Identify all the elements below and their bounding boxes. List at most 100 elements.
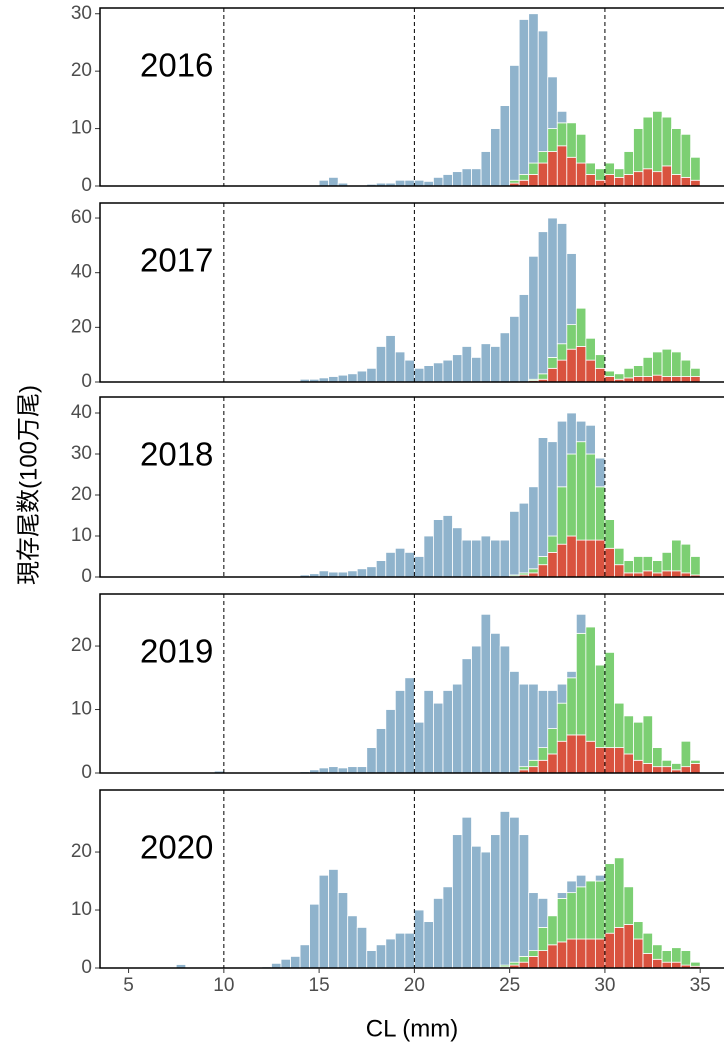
bar bbox=[423, 690, 434, 774]
bar bbox=[404, 932, 415, 969]
bar bbox=[547, 728, 558, 755]
bar bbox=[566, 938, 577, 969]
bar bbox=[509, 671, 520, 774]
bar bbox=[499, 105, 511, 187]
y-axis-label: 現存尾数(100万尾) bbox=[15, 385, 42, 585]
bar bbox=[385, 335, 396, 383]
y-tick-label: 20 bbox=[71, 841, 92, 862]
bar bbox=[594, 457, 606, 488]
bar bbox=[690, 376, 701, 383]
bar bbox=[633, 556, 644, 574]
bar bbox=[690, 556, 701, 576]
bar bbox=[556, 892, 568, 899]
bar bbox=[556, 145, 568, 187]
bar bbox=[633, 921, 644, 940]
bar bbox=[375, 560, 387, 578]
bar bbox=[556, 740, 568, 774]
bar bbox=[575, 441, 587, 541]
bar bbox=[585, 539, 596, 578]
bar bbox=[366, 747, 377, 774]
bar bbox=[585, 162, 596, 175]
y-tick-label: 20 bbox=[71, 316, 92, 337]
bar bbox=[566, 734, 577, 774]
bar bbox=[537, 373, 549, 380]
bar bbox=[594, 664, 606, 749]
bar bbox=[575, 346, 587, 383]
bar bbox=[575, 133, 587, 164]
bar bbox=[604, 747, 615, 774]
bar bbox=[290, 956, 301, 969]
bar bbox=[433, 702, 444, 774]
bar bbox=[642, 168, 653, 187]
bar bbox=[518, 766, 530, 771]
bar bbox=[566, 880, 577, 894]
bar bbox=[452, 354, 463, 383]
bar bbox=[566, 324, 577, 350]
panel-title: 2017 bbox=[140, 242, 213, 279]
bar bbox=[575, 613, 587, 634]
bar bbox=[518, 961, 530, 969]
bar bbox=[547, 128, 558, 152]
bar bbox=[280, 958, 291, 969]
bar bbox=[471, 645, 482, 774]
bar bbox=[661, 551, 673, 572]
bar bbox=[442, 515, 453, 578]
bar bbox=[594, 938, 606, 969]
bar bbox=[366, 566, 377, 578]
bar bbox=[575, 539, 587, 578]
bar bbox=[528, 162, 539, 175]
bar bbox=[394, 179, 406, 187]
bar bbox=[433, 519, 444, 578]
bar bbox=[633, 128, 644, 173]
bar bbox=[594, 880, 606, 940]
y-tick-label: 20 bbox=[71, 635, 92, 656]
bar bbox=[566, 453, 577, 537]
panel-title: 2018 bbox=[140, 436, 213, 473]
bar bbox=[404, 677, 415, 774]
panel-frame bbox=[99, 7, 724, 187]
bar bbox=[490, 632, 501, 774]
bar bbox=[661, 116, 673, 167]
bar bbox=[633, 721, 644, 761]
bar bbox=[690, 961, 701, 967]
panel-frame bbox=[99, 202, 724, 383]
bar bbox=[671, 961, 682, 969]
bar bbox=[594, 179, 606, 187]
bar bbox=[404, 179, 415, 187]
bar bbox=[366, 367, 377, 383]
y-tick-label: 10 bbox=[71, 899, 92, 920]
bar bbox=[547, 753, 558, 774]
bar bbox=[652, 747, 663, 768]
bar bbox=[423, 921, 434, 969]
x-tick-label: 10 bbox=[213, 975, 234, 996]
panel-frame bbox=[99, 593, 724, 774]
y-tick-label: 10 bbox=[71, 525, 92, 546]
bar bbox=[680, 359, 692, 377]
bar bbox=[661, 348, 673, 377]
panel-title: 2016 bbox=[140, 47, 213, 84]
bar bbox=[671, 539, 682, 572]
bar bbox=[556, 941, 568, 969]
bar bbox=[480, 613, 491, 774]
bar bbox=[585, 337, 596, 361]
bar bbox=[556, 110, 568, 124]
bar bbox=[328, 176, 339, 187]
bar bbox=[633, 376, 644, 383]
bar bbox=[594, 539, 606, 578]
bar bbox=[347, 570, 358, 578]
panel-frame bbox=[99, 789, 724, 969]
y-tick-label: 30 bbox=[71, 443, 92, 464]
bar bbox=[509, 816, 520, 963]
bar bbox=[528, 174, 539, 187]
bar bbox=[518, 174, 530, 181]
bar bbox=[556, 223, 568, 345]
bar bbox=[442, 174, 453, 187]
bar bbox=[490, 539, 501, 578]
bar bbox=[471, 845, 482, 969]
bar bbox=[614, 176, 625, 187]
bar bbox=[442, 690, 453, 774]
bar bbox=[509, 510, 520, 576]
bar bbox=[585, 424, 596, 455]
bar bbox=[614, 564, 625, 578]
bar bbox=[623, 174, 634, 187]
